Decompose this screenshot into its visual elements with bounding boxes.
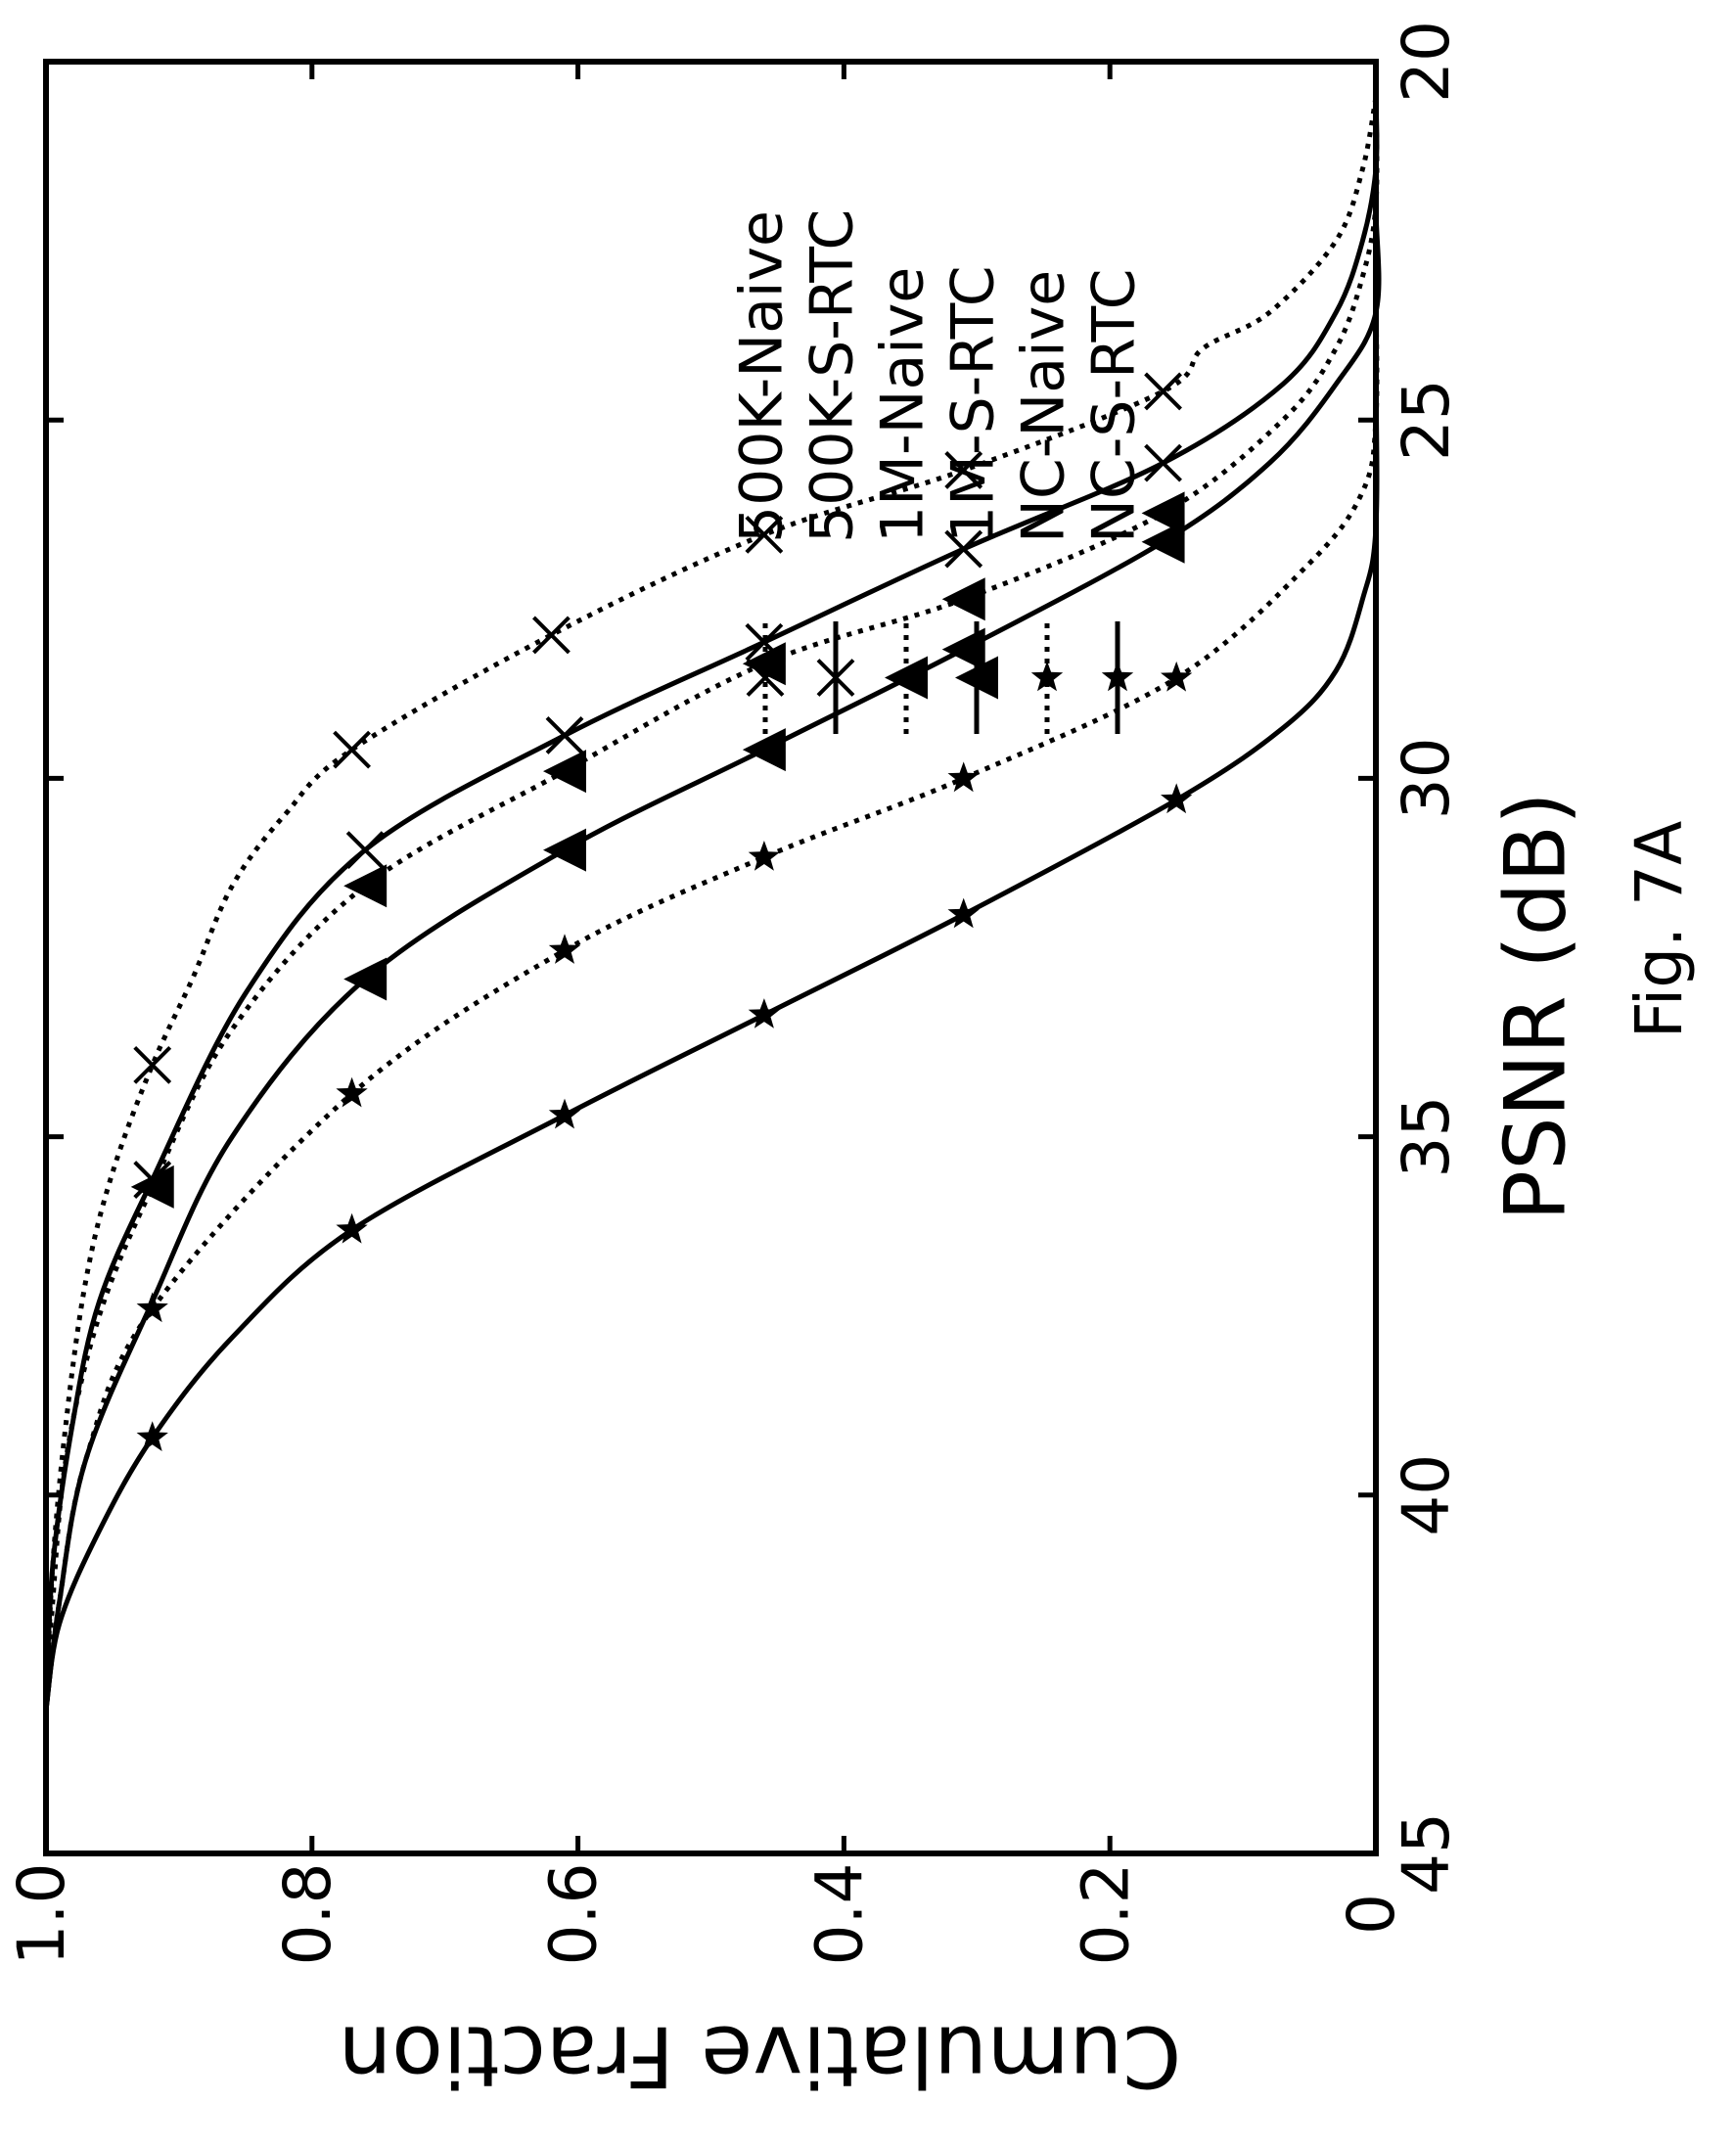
marker-star [947, 761, 980, 793]
marker-triangle [543, 828, 587, 872]
marker-star [1030, 661, 1064, 692]
x-tick-label: 35 [1389, 1096, 1464, 1178]
marker-star [548, 934, 581, 964]
marker-triangle [343, 864, 388, 908]
y-tick-label: 0.6 [536, 1863, 612, 1966]
marker-x [532, 616, 571, 655]
y-axis-title: Cumulative Fraction [339, 2007, 1181, 2105]
series-line [43, 97, 1379, 1711]
legend-entry: NC-S-RTC [1080, 268, 1149, 734]
series-line [43, 97, 1380, 1711]
series-500K-Naive [43, 97, 1379, 1711]
x-tick-label: 20 [1389, 21, 1464, 103]
marker-x [745, 515, 784, 554]
y-tick-label: 0.8 [270, 1863, 345, 1966]
marker-star [1161, 783, 1193, 814]
y-tick-label: 0.4 [801, 1863, 877, 1966]
marker-x [944, 451, 983, 489]
legend-label: NC-S-RTC [1080, 268, 1149, 543]
marker-star [136, 1421, 168, 1451]
y-tick-label: 0.2 [1068, 1863, 1143, 1966]
marker-x [345, 831, 385, 870]
marker-x [333, 730, 371, 769]
marker-star [1161, 661, 1193, 692]
marker-triangle [955, 656, 998, 700]
series-500K-S-RTC [43, 97, 1380, 1711]
series-NC-Naive [43, 97, 1380, 1711]
legend: 500K-Naive 500K-S-RTC 1M-Naive 1M-S-RTC NC-N… [728, 209, 1149, 734]
legend-label: 1M-S-RTC [939, 265, 1008, 543]
marker-triangle [742, 642, 786, 686]
x-tick-label: 30 [1389, 737, 1464, 819]
series-line [43, 97, 1380, 1711]
ticks-layer: 20 25 30 35 40 450 0.2 0.4 0.6 0.8 1.0 [4, 21, 1464, 1965]
marker-triangle [885, 656, 928, 700]
marker-triangle [1141, 520, 1185, 564]
marker-x [816, 659, 855, 697]
legend-entry: NC-Naive [1010, 270, 1078, 734]
marker-x [746, 659, 785, 697]
series-1M-Naive [43, 97, 1380, 1711]
marker-triangle [130, 1165, 174, 1209]
marker-triangle [742, 728, 786, 772]
marker-x [944, 529, 983, 569]
marker-x [133, 1045, 172, 1084]
marker-star [336, 1076, 368, 1108]
y-tick-label: 1.0 [4, 1863, 79, 1966]
x-axis-title: PSNR (dB) [1486, 792, 1584, 1221]
legend-entry: 500K-S-RTC [799, 209, 867, 734]
legend-label: 500K-S-RTC [799, 209, 867, 543]
marker-x [1144, 443, 1182, 482]
x-tick-label: 45 [1389, 1812, 1464, 1895]
marker-triangle [343, 957, 388, 1001]
legend-label: 1M-Naive [869, 267, 937, 543]
marker-star [748, 998, 780, 1028]
legend-entry: 500K-Naive [728, 210, 797, 734]
legend-entry: 1M-Naive [869, 267, 937, 734]
legend-entry: 1M-S-RTC [939, 265, 1008, 734]
marker-star [947, 897, 980, 929]
x-tick-label: 40 [1389, 1454, 1464, 1536]
marker-x [1144, 372, 1182, 411]
legend-label: 500K-Naive [728, 210, 797, 543]
marker-star [336, 1212, 368, 1244]
y-tick-label: 0 [1334, 1894, 1409, 1935]
x-tick-label: 25 [1389, 379, 1464, 461]
marker-star [1101, 661, 1134, 692]
figure-caption: Fig. 7A [1622, 821, 1697, 1039]
marker-star [136, 1292, 168, 1323]
marker-triangle [941, 577, 985, 621]
plot-frame [43, 59, 1379, 1856]
series-line [43, 97, 1382, 1711]
marker-star [748, 841, 780, 871]
legend-label: NC-Naive [1010, 270, 1078, 543]
marker-star [548, 1098, 581, 1129]
marker-triangle [543, 750, 587, 794]
marker-triangle [1141, 491, 1185, 535]
marker-x [545, 716, 584, 754]
